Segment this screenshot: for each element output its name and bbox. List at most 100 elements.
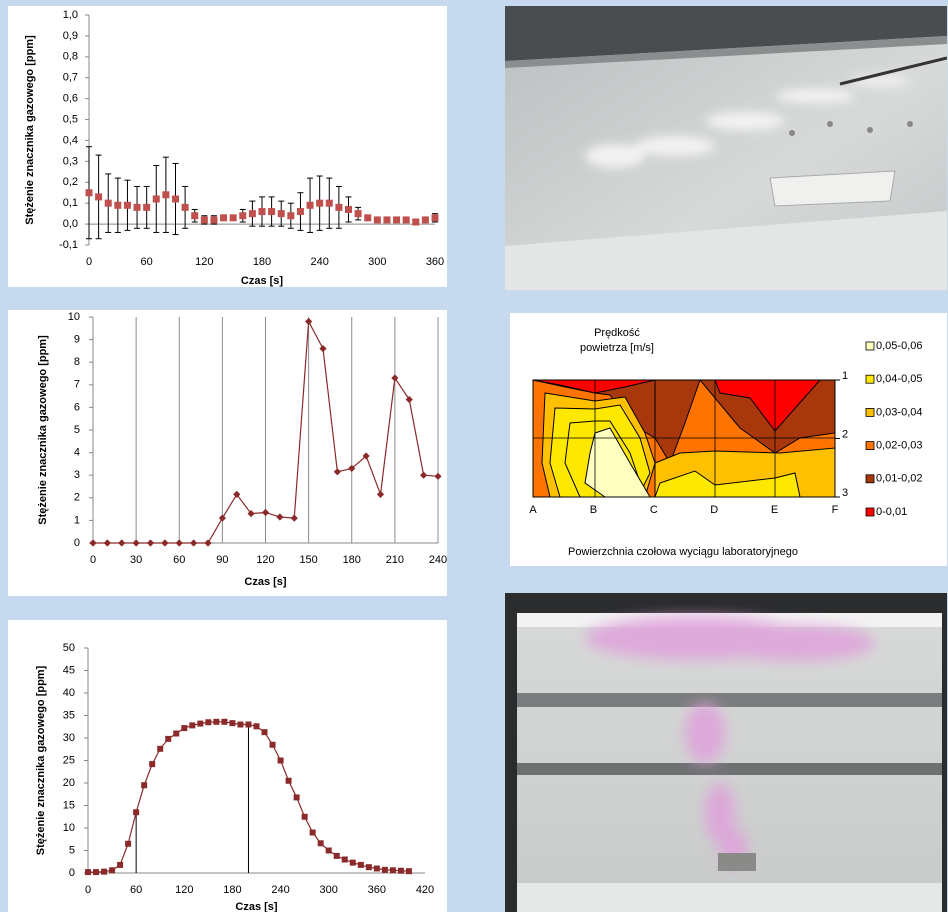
- data-point: [219, 515, 226, 522]
- y-tick-label: 4: [74, 447, 80, 459]
- data-point: [335, 204, 342, 211]
- data-point: [161, 539, 168, 546]
- y-tick-label: 35: [63, 709, 75, 721]
- data-point: [89, 539, 96, 546]
- y-tick-label: 0,8: [63, 51, 78, 63]
- data-point: [239, 212, 246, 219]
- data-point: [302, 814, 308, 820]
- data-point: [249, 210, 256, 217]
- data-point: [406, 396, 413, 403]
- y-tick-label: -0,1: [59, 239, 78, 251]
- data-point: [162, 191, 169, 198]
- data-point: [383, 216, 390, 223]
- y-tick-label: 0,1: [63, 197, 78, 209]
- legend-label: 0,01-0,02: [876, 473, 922, 485]
- data-point: [153, 196, 160, 203]
- data-point: [342, 857, 348, 863]
- y-tick-label: 30: [63, 732, 75, 744]
- data-point: [101, 869, 107, 875]
- data-point: [95, 193, 102, 200]
- data-point: [165, 736, 171, 742]
- data-point: [143, 204, 150, 211]
- data-point: [190, 539, 197, 546]
- y-tick-label: 20: [63, 777, 75, 789]
- data-point: [432, 214, 439, 221]
- y-tick-label: 25: [63, 754, 75, 766]
- data-point: [420, 472, 427, 479]
- y-tick-label: 10: [63, 822, 75, 834]
- page-body: -0,10,00,10,20,30,40,50,60,70,80,91,0060…: [0, 0, 948, 912]
- column-label: C: [650, 504, 658, 516]
- legend-label: 0,04-0,05: [876, 373, 922, 385]
- data-point: [133, 539, 140, 546]
- data-point: [374, 216, 381, 223]
- y-axis-title: Stężenie znacznika gazowego [ppm]: [37, 335, 49, 525]
- data-point: [173, 731, 179, 737]
- data-point: [434, 473, 441, 480]
- data-point: [205, 719, 211, 725]
- data-point: [358, 862, 364, 868]
- legend-label: 0-0,01: [876, 506, 907, 518]
- row-label: 1: [842, 370, 848, 382]
- x-tick-label: 300: [368, 256, 386, 268]
- x-tick-label: 0: [90, 554, 96, 566]
- data-point: [105, 200, 112, 207]
- x-tick-label: 60: [141, 256, 153, 268]
- data-point: [278, 210, 285, 217]
- y-tick-label: 6: [74, 401, 80, 413]
- row-label: 3: [842, 487, 848, 499]
- x-tick-label: 420: [416, 884, 434, 896]
- y-tick-label: 0: [69, 867, 75, 879]
- data-point: [201, 216, 208, 223]
- data-point: [278, 758, 284, 764]
- legend-swatch: [866, 442, 874, 450]
- data-point: [398, 868, 404, 874]
- data-point: [172, 196, 179, 203]
- data-point: [118, 539, 125, 546]
- row-label: 2: [842, 428, 848, 440]
- data-point: [93, 869, 99, 875]
- data-point: [318, 840, 324, 846]
- data-point: [406, 868, 412, 874]
- x-tick-label: 180: [253, 256, 271, 268]
- x-tick-label: 30: [130, 554, 142, 566]
- data-point: [391, 374, 398, 381]
- legend-swatch: [866, 508, 874, 516]
- column-label: F: [832, 504, 839, 516]
- x-tick-label: 240: [271, 884, 289, 896]
- data-point: [268, 208, 275, 215]
- legend-swatch: [866, 408, 874, 416]
- x-tick-label: 120: [195, 256, 213, 268]
- data-point: [319, 345, 326, 352]
- data-point: [220, 214, 227, 221]
- data-point: [117, 862, 123, 868]
- x-axis-title: Czas [s]: [235, 901, 278, 912]
- y-tick-label: 5: [69, 844, 75, 856]
- data-point: [307, 202, 314, 209]
- x-tick-label: 60: [130, 884, 142, 896]
- data-point: [182, 204, 189, 211]
- contour-title: powietrza [m/s]: [580, 342, 654, 354]
- data-point: [133, 809, 139, 815]
- legend-swatch: [866, 375, 874, 383]
- column-label: E: [771, 504, 778, 516]
- x-tick-label: 150: [299, 554, 317, 566]
- data-point: [86, 189, 93, 196]
- y-tick-label: 5: [74, 424, 80, 436]
- x-tick-label: 360: [368, 884, 386, 896]
- data-point: [276, 513, 283, 520]
- data-point: [176, 539, 183, 546]
- contour-title: Prędkość: [594, 327, 640, 339]
- data-point: [297, 208, 304, 215]
- y-tick-label: 0,4: [63, 134, 78, 146]
- y-tick-label: 50: [63, 642, 75, 654]
- x-axis-title: Czas [s]: [241, 275, 284, 287]
- x-tick-label: 240: [310, 256, 328, 268]
- data-point: [262, 509, 269, 516]
- data-point: [221, 719, 227, 725]
- data-point: [345, 206, 352, 213]
- data-point: [104, 539, 111, 546]
